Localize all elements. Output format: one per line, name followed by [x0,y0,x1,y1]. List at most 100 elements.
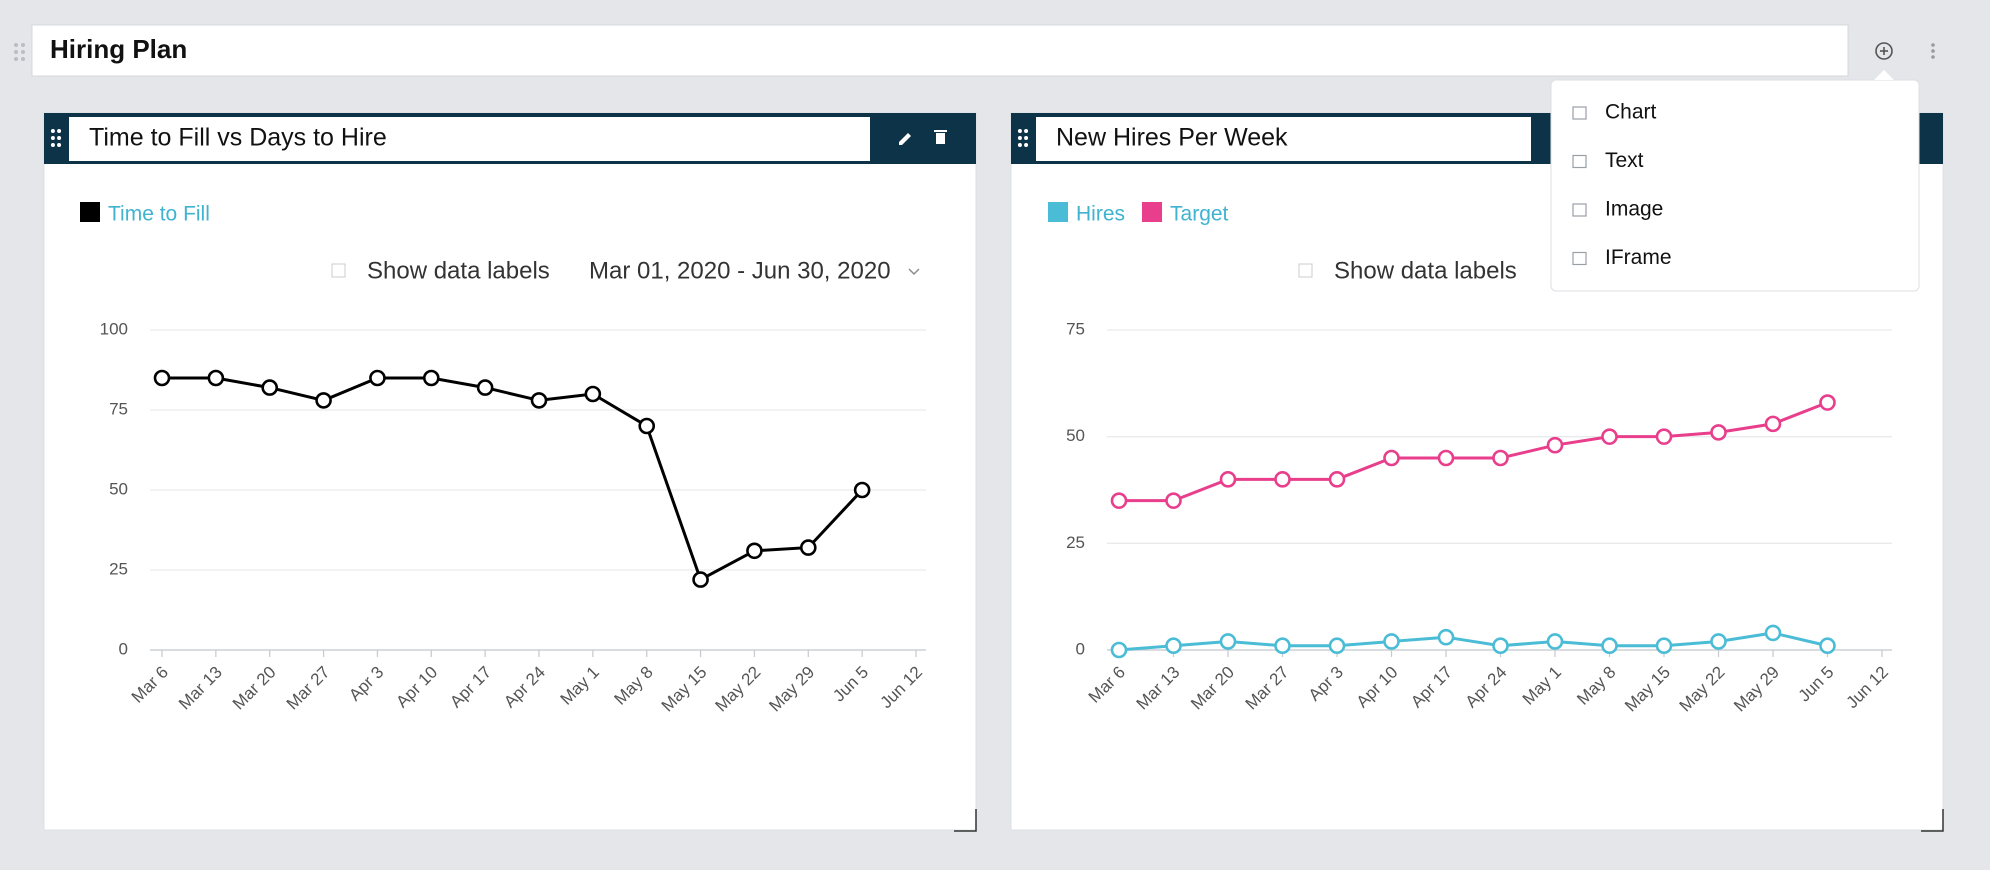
data-point[interactable] [476,379,494,396]
handle-dot [1024,136,1029,140]
dashboard-title: Hiring Plan [50,34,187,64]
handle-dot [57,129,62,133]
drag-handle[interactable] [50,129,62,147]
data-point[interactable] [584,385,602,403]
legend-swatch[interactable] [1048,202,1068,222]
data-point[interactable] [1437,449,1455,467]
title-box[interactable] [69,117,870,161]
date-range[interactable]: Mar 01, 2020 - Jun 30, 2020 [589,257,891,284]
data-point[interactable] [422,369,440,387]
data-point[interactable] [1764,415,1782,433]
menu-item[interactable]: Chart [1572,101,1657,124]
data-point[interactable] [1219,471,1237,488]
data-point[interactable] [1165,637,1182,655]
date-chevron [908,268,920,275]
menu-icon [1572,203,1587,217]
data-point[interactable] [207,369,225,387]
drag-handle[interactable] [1017,129,1029,147]
resize-corner[interactable] [1921,809,1944,832]
handle-dot [1024,143,1029,147]
more-button[interactable] [1931,43,1935,59]
title-box[interactable] [1036,117,1531,161]
data-point[interactable] [692,571,709,588]
data-point[interactable] [1274,637,1291,655]
menu-item[interactable]: Text [1572,149,1644,172]
legend-label[interactable]: Time to Fill [108,203,210,226]
data-point[interactable] [1219,633,1237,650]
data-point[interactable] [1328,637,1346,655]
menu-icon [1572,154,1587,169]
y-tick-label: 75 [109,399,128,418]
resize-corner[interactable] [954,809,977,832]
handle-dot [1024,129,1029,133]
add-menu: Chart Text Image IFrame [1550,70,1920,292]
data-point[interactable] [1764,624,1782,642]
legend-swatch[interactable] [80,202,100,222]
y-tick-label: 50 [1066,426,1085,445]
data-point[interactable] [1819,637,1836,655]
data-point[interactable] [1274,471,1291,488]
data-point[interactable] [1546,436,1564,454]
menu-arrow [1874,70,1894,80]
data-point[interactable] [1710,424,1727,441]
checkbox[interactable] [331,263,346,278]
handle-dot [1017,143,1022,147]
data-point[interactable] [853,481,871,499]
menu-item-label: Chart [1605,101,1657,124]
handle-dot [1017,136,1022,140]
data-point[interactable] [1492,449,1509,467]
data-point[interactable] [1110,492,1128,509]
series-line [162,376,864,582]
data-point[interactable] [746,542,763,560]
data-point[interactable] [1655,428,1673,445]
menu-item[interactable]: Image [1572,198,1663,221]
legend-label[interactable]: Hires [1076,203,1125,226]
data-point[interactable] [1601,637,1618,655]
data-point[interactable] [530,392,548,409]
y-tick-label: 75 [1066,319,1085,338]
data-point[interactable] [1601,428,1618,445]
handle-dot [50,129,55,133]
data-point[interactable] [315,392,332,409]
data-point[interactable] [1383,449,1400,467]
menu-item[interactable]: IFrame [1572,246,1672,269]
header-bar[interactable] [31,24,1849,77]
add-button[interactable] [1875,42,1893,60]
data-point[interactable] [799,539,817,556]
data-point[interactable] [1437,628,1455,646]
menu-item-label: Text [1605,149,1644,172]
data-point[interactable] [1492,637,1509,655]
checkbox-label: Show data labels [367,257,550,284]
data-point[interactable] [261,379,279,396]
data-point[interactable] [1819,394,1836,411]
handle-dot [1017,129,1022,133]
menu-icon [1572,106,1587,120]
checkbox[interactable] [1298,263,1313,278]
handle-dot [57,143,62,147]
data-point[interactable] [1383,633,1400,650]
data-point[interactable] [638,417,656,435]
data-point[interactable] [1165,492,1182,509]
y-tick-label: 50 [109,479,128,498]
legend-label[interactable]: Target [1170,203,1229,226]
y-tick-label: 25 [109,559,128,578]
chart-panel: Time to Fill vs Days to Hire Time to Fill… [43,112,977,832]
data-point[interactable] [153,369,171,387]
data-point[interactable] [369,369,386,387]
legend-swatch[interactable] [1142,202,1163,222]
series-line [1119,401,1829,503]
chart-title: Time to Fill vs Days to Hire [89,124,387,152]
edit-button[interactable] [899,133,911,145]
data-point[interactable] [1546,633,1564,650]
y-tick-label: 100 [100,319,128,338]
data-point[interactable] [1710,633,1727,650]
chart-title: New Hires Per Week [1056,124,1288,152]
handle-dot [50,136,55,140]
delete-button[interactable] [936,133,945,144]
drag-handle[interactable] [14,43,25,61]
data-point[interactable] [1328,471,1346,488]
data-point[interactable] [1110,641,1128,659]
y-tick-label: 0 [1076,639,1085,658]
data-point[interactable] [1655,637,1673,655]
